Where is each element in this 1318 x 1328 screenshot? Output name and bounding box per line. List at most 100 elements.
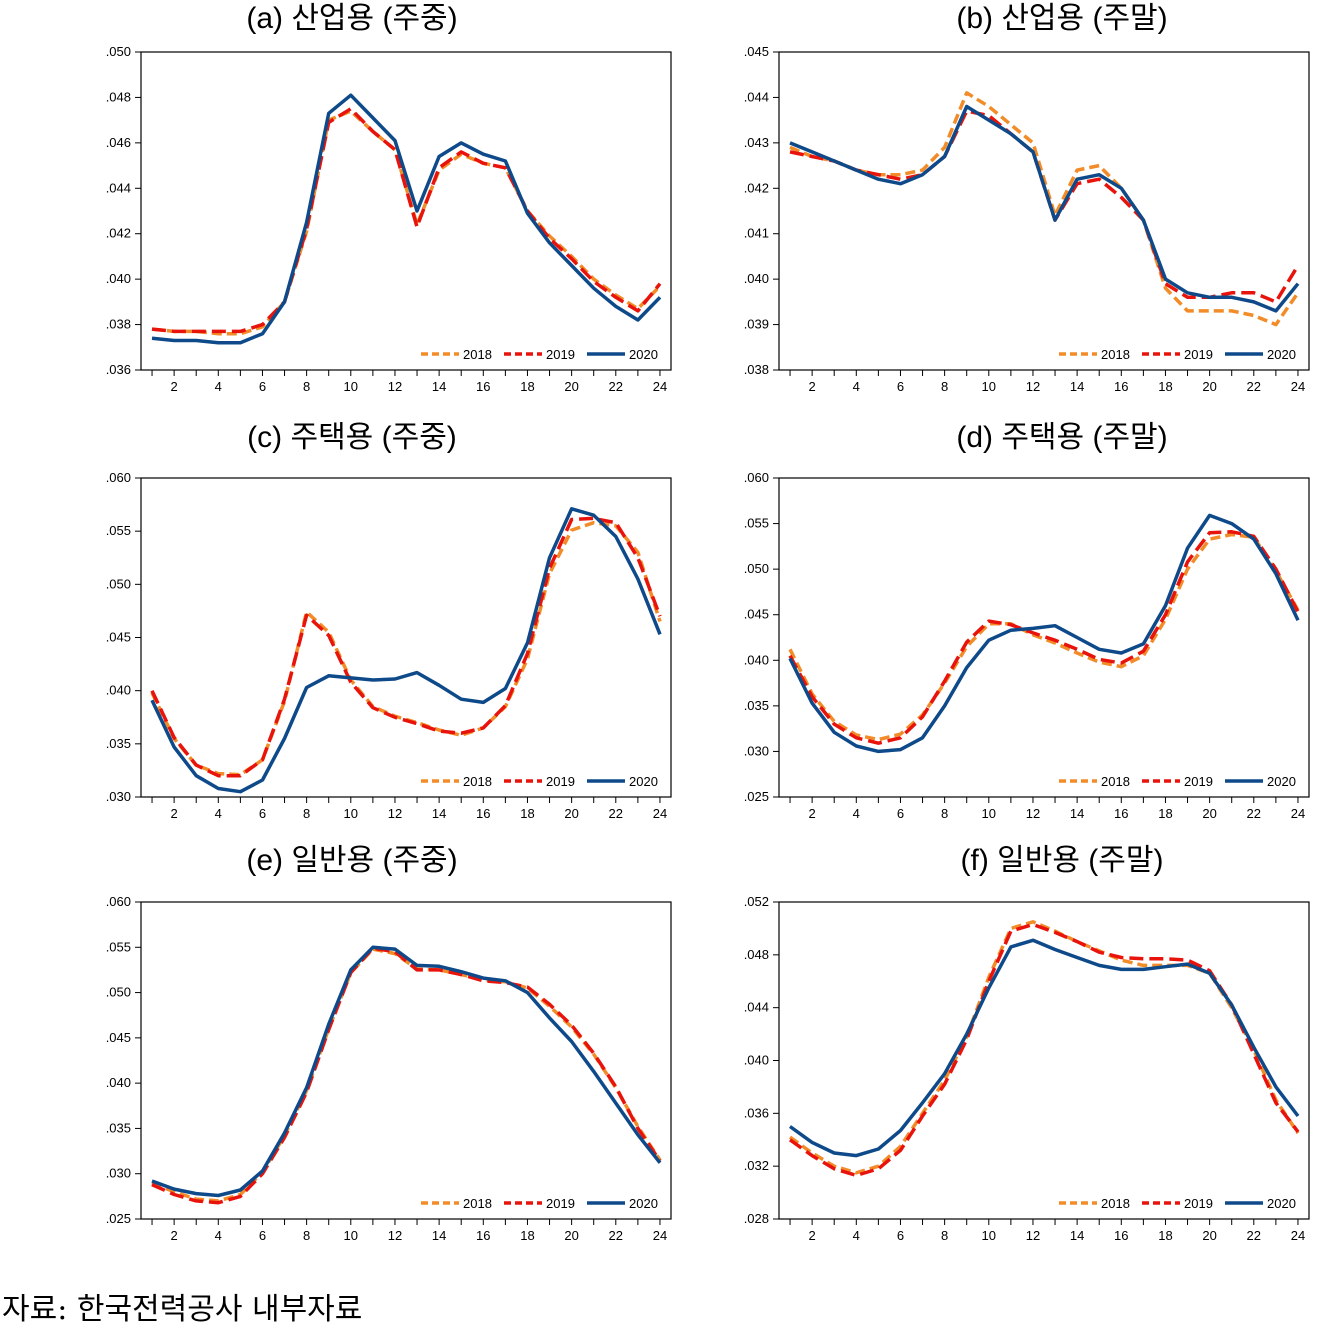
- y-tick-label: .036: [106, 362, 131, 377]
- x-tick-label: 10: [982, 1228, 996, 1243]
- x-tick-label: 6: [259, 379, 266, 394]
- x-tick-label: 12: [388, 379, 402, 394]
- chart-panel-5: (e) 일반용 (주중)2 4 6 8 10 12 14 16 18 20 22 24.025.030…: [106, 844, 672, 1243]
- y-tick-label: .040: [744, 1053, 769, 1068]
- x-tick-label: 2: [171, 806, 178, 821]
- source-note: 자료: 한국전력공사 내부자료: [2, 1292, 363, 1327]
- plot-frame: [778, 51, 1310, 371]
- x-tick-label: 4: [853, 1228, 860, 1243]
- legend-label-2020: 2020: [629, 347, 658, 362]
- series-line-2018: [151, 109, 662, 336]
- series-line-2019: [788, 530, 1300, 745]
- x-tick-label: 20: [1202, 1228, 1216, 1243]
- x-tick-label: 6: [259, 1228, 266, 1243]
- y-tick-label: .060: [106, 470, 131, 485]
- x-tick-label: 14: [432, 1228, 446, 1243]
- y-tick-label: .044: [744, 1000, 769, 1015]
- y-tick-label: .040: [744, 271, 769, 286]
- x-tick-label: 22: [1247, 806, 1261, 821]
- plot-frame: [140, 901, 672, 1220]
- x-tick-label: 2: [171, 1228, 178, 1243]
- x-tick-label: 22: [609, 806, 623, 821]
- legend-label-2018: 2018: [1101, 347, 1130, 362]
- x-tick-label: 12: [1026, 806, 1040, 821]
- x-tick-label: 20: [1202, 379, 1216, 394]
- series-line-2018: [150, 520, 662, 777]
- y-tick-label: .050: [106, 576, 131, 591]
- y-tick-label: .055: [106, 523, 131, 538]
- x-tick-label: 4: [215, 379, 222, 394]
- x-tick-label: 4: [853, 379, 860, 394]
- legend-label-2018: 2018: [463, 774, 492, 789]
- series-line-2019: [151, 946, 662, 1205]
- plot-frame: [140, 477, 672, 798]
- x-tick-label: 24: [653, 806, 667, 821]
- x-tick-label: 4: [853, 806, 860, 821]
- legend-label-2019: 2019: [1184, 774, 1213, 789]
- y-tick-label: .040: [106, 271, 131, 286]
- x-tick-label: 14: [1070, 1228, 1084, 1243]
- x-tick-label: 16: [476, 806, 490, 821]
- x-tick-label: 8: [303, 806, 310, 821]
- x-tick-label: 14: [432, 379, 446, 394]
- legend-label-2020: 2020: [1267, 1196, 1296, 1211]
- y-tick-label: .046: [106, 135, 131, 150]
- legend: 2018 2019 2020: [421, 774, 658, 789]
- x-tick-label: 18: [520, 1228, 534, 1243]
- x-tick-label: 24: [653, 1228, 667, 1243]
- y-tick-label: .030: [106, 1166, 131, 1181]
- y-tick-label: .048: [744, 947, 769, 962]
- chart-title: (c) 주택용 (주중): [247, 421, 457, 454]
- chart-panel-1: (a) 산업용 (주중)2 4 6 8 10 12 14 16 18 20 22 24.036.038…: [106, 2, 672, 394]
- y-tick-label: .042: [106, 226, 131, 241]
- x-tick-label: 10: [982, 806, 996, 821]
- x-tick-label: 6: [259, 806, 266, 821]
- series-group: [150, 507, 662, 794]
- y-tick-label: .045: [106, 630, 131, 645]
- y-tick-label: .050: [744, 561, 769, 576]
- chart-panel-3: (c) 주택용 (주중)2 4 6 8 10 12 14 16 18 20 22 24.030.035…: [106, 421, 672, 821]
- x-tick-label: 12: [388, 806, 402, 821]
- x-tick-label: 24: [1291, 379, 1305, 394]
- series-line-2019: [150, 516, 662, 778]
- legend-label-2018: 2018: [463, 1196, 492, 1211]
- y-tick-label: .045: [744, 44, 769, 59]
- x-tick-label: 22: [609, 379, 623, 394]
- y-tick-label: .028: [744, 1211, 769, 1226]
- series-group: [788, 513, 1300, 754]
- y-tick-label: .055: [106, 939, 131, 954]
- x-tick-label: 20: [564, 1228, 578, 1243]
- x-tick-label: 12: [1026, 379, 1040, 394]
- x-tick-label: 16: [1114, 1228, 1128, 1243]
- x-tick-label: 22: [1247, 1228, 1261, 1243]
- y-tick-label: .040: [106, 683, 131, 698]
- chart-title: (e) 일반용 (주중): [246, 844, 457, 877]
- chart-title: (d) 주택용 (주말): [956, 421, 1167, 454]
- legend-label-2019: 2019: [546, 347, 575, 362]
- series-line-2018: [151, 947, 662, 1203]
- y-tick-label: .045: [106, 1030, 131, 1045]
- legend: 2018 2019 2020: [1059, 1196, 1296, 1211]
- y-tick-label: .060: [106, 894, 131, 909]
- x-tick-label: 10: [344, 1228, 358, 1243]
- y-tick-label: .035: [106, 1120, 131, 1135]
- y-tick-label: .039: [744, 317, 769, 332]
- x-tick-label: 16: [476, 1228, 490, 1243]
- y-tick-label: .060: [744, 470, 769, 485]
- x-tick-label: 22: [609, 1228, 623, 1243]
- x-tick-label: 4: [215, 806, 222, 821]
- series-line-2018: [788, 532, 1300, 742]
- x-tick-label: 12: [388, 1228, 402, 1243]
- series-line-2018: [789, 91, 1300, 327]
- y-tick-label: .042: [744, 180, 769, 195]
- y-tick-label: .050: [106, 44, 131, 59]
- x-tick-label: 14: [432, 806, 446, 821]
- plot-frame: [140, 51, 672, 371]
- y-tick-label: .044: [106, 180, 131, 195]
- series-line-2018: [788, 920, 1300, 1175]
- y-tick-label: .036: [744, 1105, 769, 1120]
- chart-grid: (a) 산업용 (주중)2 4 6 8 10 12 14 16 18 20 22 24.036.038…: [106, 2, 1310, 1243]
- legend-label-2019: 2019: [1184, 1196, 1213, 1211]
- x-tick-label: 6: [897, 379, 904, 394]
- series-group: [789, 91, 1300, 327]
